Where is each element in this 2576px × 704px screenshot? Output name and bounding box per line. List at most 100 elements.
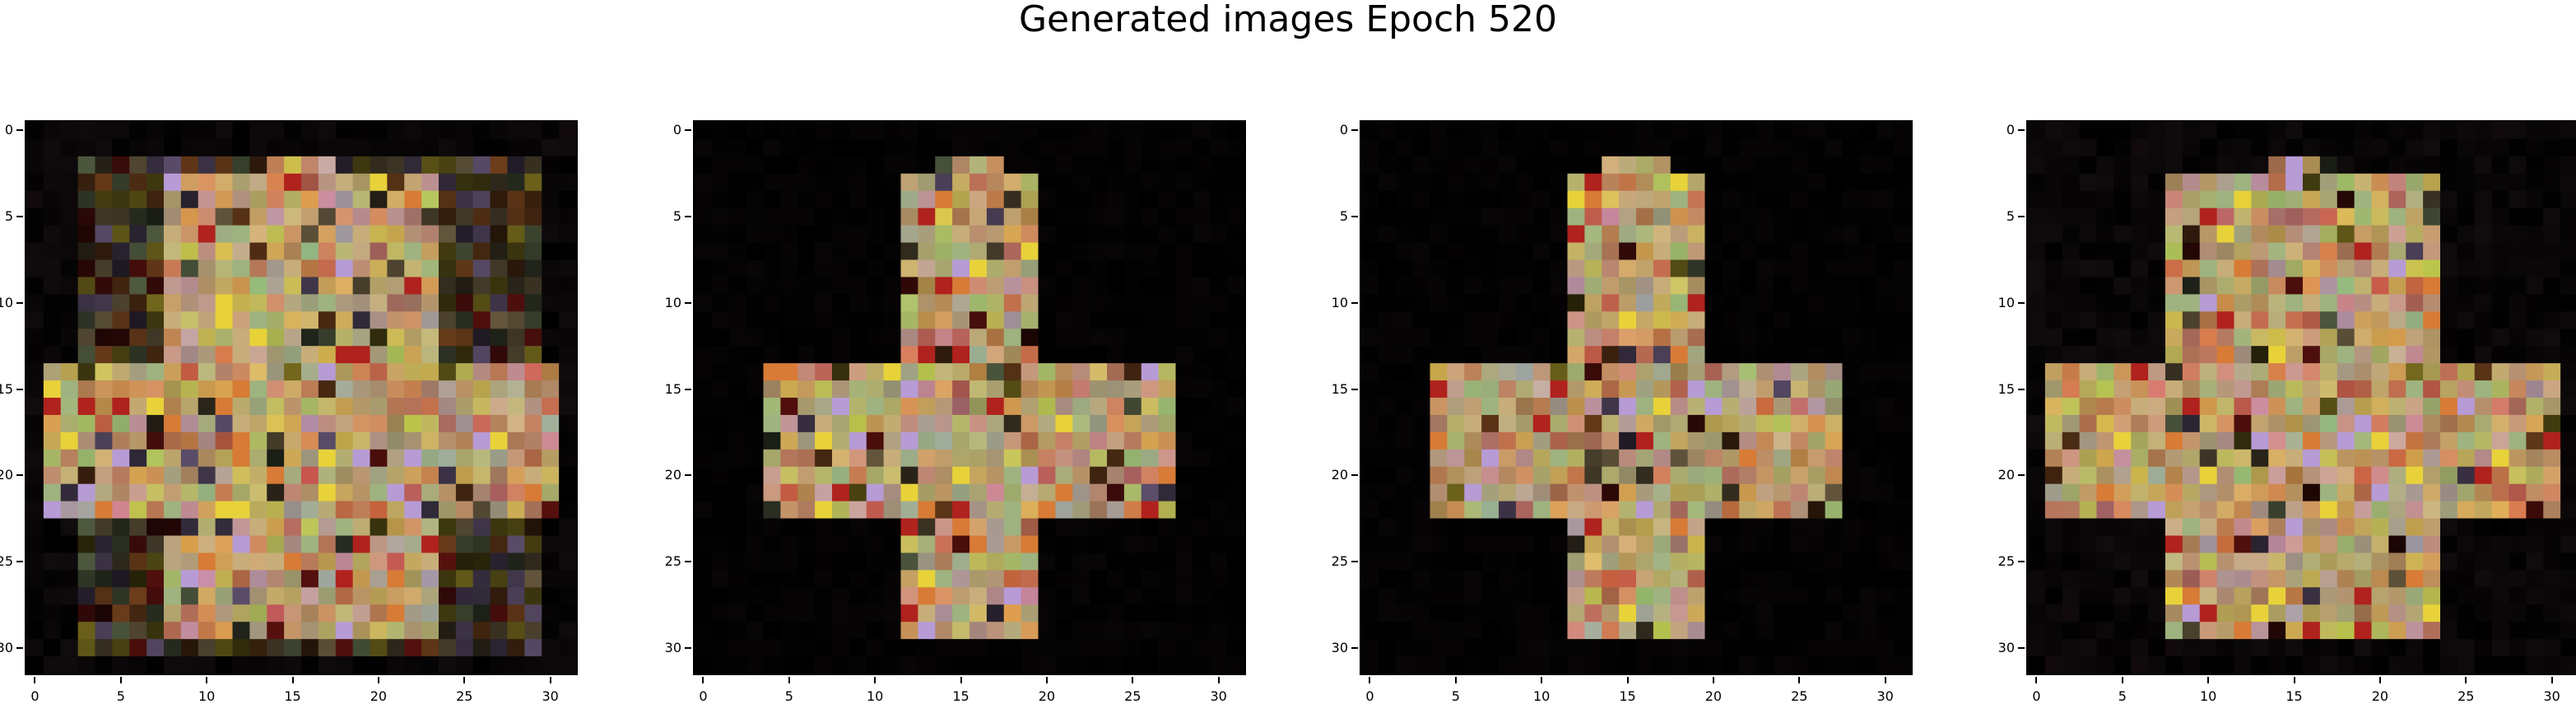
image-frame: [1360, 120, 1913, 675]
y-tick-label: 0: [1339, 122, 1348, 138]
x-tick-label: 10: [198, 688, 216, 704]
x-tick-mark: [1884, 677, 1886, 683]
y-tick-mark: [1351, 646, 1358, 649]
figure-title: Generated images Epoch 520: [1018, 0, 1558, 40]
x-tick-label: 0: [30, 688, 40, 704]
y-tick-label: 15: [664, 380, 681, 397]
y-tick-mark: [685, 301, 691, 304]
y-tick-mark: [685, 646, 691, 649]
x-tick-label: 15: [1619, 688, 1636, 704]
x-tick-mark: [463, 677, 466, 683]
generated-image-4: 0 5 10 15 20 25 30 0 5 10 15 20 25 30: [1998, 120, 2576, 704]
y-tick-mark: [16, 474, 23, 477]
y-tick-mark: [16, 560, 23, 562]
generated-image-1: 0 5 10 15 20 25 30 0 5 10 15 20 25 30: [0, 120, 578, 704]
x-tick-label: 0: [1365, 688, 1374, 704]
x-tick-label: 25: [1791, 688, 1808, 704]
y-tick-label: 10: [1997, 294, 2015, 310]
y-tick-label: 5: [2006, 208, 2015, 225]
y-tick-mark: [1351, 560, 1358, 562]
y-tick-label: 5: [4, 208, 13, 225]
x-tick-mark: [377, 677, 379, 683]
x-tick-mark: [2465, 677, 2467, 683]
y-tick-mark: [16, 216, 23, 218]
x-tick-label: 30: [1876, 688, 1894, 704]
x-tick-label: 5: [116, 688, 125, 704]
y-tick-label: 15: [1997, 380, 2015, 397]
x-tick-mark: [1798, 677, 1801, 683]
x-tick-label: 20: [1704, 688, 1723, 704]
x-tick-label: 0: [2032, 688, 2041, 704]
x-tick-mark: [1626, 677, 1629, 683]
y-tick-mark: [16, 301, 23, 304]
y-tick-mark: [1351, 474, 1358, 477]
y-tick-mark: [2018, 474, 2025, 477]
x-tick-mark: [1454, 677, 1457, 683]
y-tick-label: 30: [664, 639, 681, 655]
y-tick-label: 30: [1331, 639, 1348, 655]
generated-image-2: 0 5 10 15 20 25 30 0 5 10 15 20 25 30: [665, 120, 1246, 704]
x-tick-mark: [1045, 677, 1048, 683]
x-tick-label: 10: [2200, 688, 2217, 704]
x-tick-label: 15: [284, 688, 301, 704]
y-tick-label: 20: [0, 467, 13, 483]
x-tick-label: 0: [699, 688, 708, 704]
x-tick-mark: [119, 677, 122, 683]
y-tick-mark: [1351, 216, 1358, 218]
generated-image-3: 0 5 10 15 20 25 30 0 5 10 15 20 25 30: [1332, 120, 1913, 704]
y-tick-mark: [685, 560, 691, 562]
x-tick-mark: [702, 677, 704, 683]
pixel-image: [2028, 122, 2576, 674]
x-tick-label: 5: [2118, 688, 2127, 704]
y-tick-label: 15: [0, 380, 13, 397]
x-tick-mark: [874, 677, 876, 683]
y-tick-label: 25: [664, 552, 681, 569]
pixel-image: [695, 122, 1244, 674]
y-tick-label: 15: [1331, 380, 1348, 397]
x-tick-mark: [1369, 677, 1371, 683]
y-tick-label: 5: [672, 208, 681, 225]
y-tick-mark: [685, 216, 691, 218]
y-tick-label: 20: [1997, 467, 2015, 483]
x-tick-label: 10: [867, 688, 884, 704]
y-tick-label: 30: [1997, 639, 2015, 655]
y-tick-mark: [16, 129, 23, 132]
x-tick-label: 20: [2371, 688, 2389, 704]
y-tick-label: 20: [1331, 467, 1348, 483]
image-frame: [25, 120, 578, 675]
x-tick-mark: [206, 677, 208, 683]
x-tick-label: 30: [542, 688, 559, 704]
y-tick-mark: [1351, 388, 1358, 390]
y-tick-label: 25: [1997, 552, 2015, 569]
x-tick-mark: [1541, 677, 1543, 683]
x-tick-mark: [788, 677, 790, 683]
y-tick-label: 30: [0, 639, 13, 655]
x-tick-mark: [1712, 677, 1714, 683]
x-tick-mark: [291, 677, 294, 683]
x-tick-label: 25: [456, 688, 473, 704]
y-tick-mark: [2018, 216, 2025, 218]
x-tick-label: 25: [2457, 688, 2475, 704]
x-tick-label: 5: [1451, 688, 1460, 704]
y-tick-mark: [685, 129, 691, 132]
x-tick-label: 5: [784, 688, 793, 704]
y-tick-label: 25: [1331, 552, 1348, 569]
y-tick-label: 0: [672, 122, 681, 138]
x-tick-label: 20: [1038, 688, 1056, 704]
y-tick-label: 10: [0, 294, 13, 310]
x-tick-mark: [2550, 677, 2553, 683]
x-tick-mark: [2121, 677, 2123, 683]
y-tick-mark: [2018, 301, 2025, 304]
x-tick-mark: [1132, 677, 1134, 683]
x-tick-mark: [2378, 677, 2381, 683]
y-tick-label: 10: [1331, 294, 1348, 310]
y-tick-mark: [685, 388, 691, 390]
y-tick-label: 5: [1339, 208, 1348, 225]
y-tick-label: 20: [664, 467, 681, 483]
x-tick-mark: [960, 677, 962, 683]
x-tick-mark: [2293, 677, 2295, 683]
x-tick-mark: [2207, 677, 2210, 683]
y-tick-mark: [1351, 301, 1358, 304]
x-tick-mark: [1217, 677, 1220, 683]
x-tick-label: 10: [1533, 688, 1551, 704]
